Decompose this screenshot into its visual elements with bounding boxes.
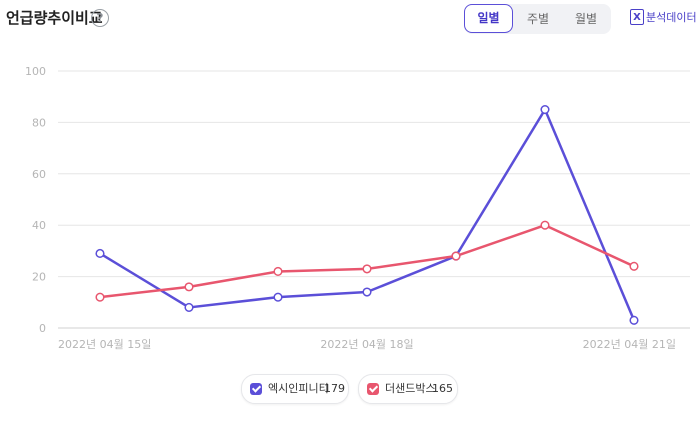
x-tick-label: 2022년 04월 21일 — [583, 337, 676, 351]
y-tick-label: 60 — [32, 168, 46, 181]
data-point-series2 — [540, 220, 550, 230]
legend-item-series2[interactable]: 더샌드박스 165 — [358, 374, 458, 404]
data-point-series2 — [184, 282, 194, 292]
help-icon[interactable]: ? — [91, 9, 109, 27]
data-point-series1 — [629, 315, 639, 325]
period-toggle: 일별 주별 월별 — [464, 4, 611, 34]
data-point-series1 — [95, 248, 105, 259]
data-point-series1 — [184, 302, 194, 312]
legend-series2-count: 165 — [432, 382, 453, 395]
checkbox-checked-icon — [367, 383, 379, 395]
data-point-series2 — [362, 264, 372, 274]
period-monthly-button[interactable]: 월별 — [574, 12, 598, 26]
legend-item-series1[interactable]: 엑시인피니티 179 — [241, 374, 349, 404]
legend-series2-name: 더샌드박스 — [385, 382, 436, 395]
data-point-series1 — [540, 105, 550, 115]
y-tick-label: 80 — [32, 116, 46, 129]
x-tick-label: 2022년 04월 15일 — [58, 337, 151, 351]
data-point-series2 — [629, 261, 639, 271]
legend-series1-count: 179 — [324, 382, 345, 395]
chart-legend: 엑시인피니티 179 더샌드박스 165 — [0, 374, 700, 404]
export-label: 분석데이터 — [646, 11, 697, 24]
y-tick-label: 40 — [32, 219, 46, 232]
period-daily-button[interactable]: 일별 — [464, 4, 513, 33]
excel-icon: X — [630, 9, 644, 25]
export-data-button[interactable]: X 분석데이터 — [630, 9, 697, 29]
chart-title: 언급량추이비교 — [6, 9, 103, 27]
data-point-series2 — [451, 251, 461, 261]
data-point-series1 — [273, 292, 283, 302]
legend-series1-name: 엑시인피니티 — [268, 382, 329, 395]
data-point-series1 — [362, 287, 372, 297]
y-tick-label: 100 — [25, 65, 46, 78]
chart-header: 언급량추이비교 ? 일별 주별 월별 X 분석데이터 — [0, 0, 700, 40]
series-line-2 — [99, 223, 635, 299]
period-weekly-button[interactable]: 주별 — [526, 12, 550, 26]
line-chart: 0 20 40 60 80 100 2022년 04월 15일 2022년 04월 18일 20… — [25, 65, 690, 351]
x-tick-label: 2022년 04월 18일 — [320, 337, 413, 351]
y-tick-label: 20 — [32, 271, 46, 284]
y-tick-label: 0 — [39, 322, 46, 335]
data-point-series2 — [273, 266, 283, 277]
checkbox-checked-icon — [250, 383, 262, 395]
data-point-series2 — [95, 292, 105, 302]
